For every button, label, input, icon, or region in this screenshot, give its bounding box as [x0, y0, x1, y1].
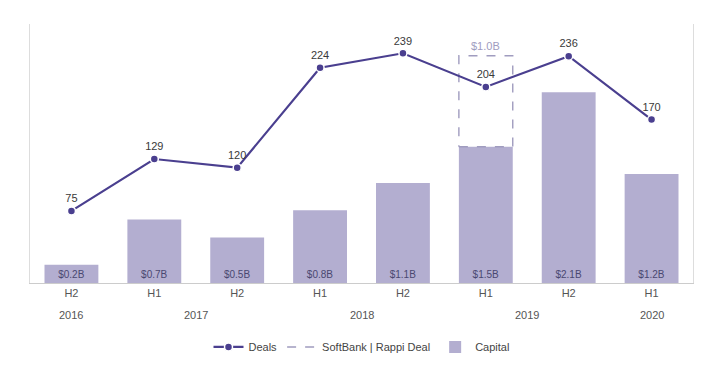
svg-text:$1.1B: $1.1B — [390, 269, 416, 280]
svg-text:Capital: Capital — [475, 341, 509, 353]
svg-text:H1: H1 — [645, 287, 659, 299]
svg-text:2020: 2020 — [640, 309, 664, 321]
svg-text:$1.0B: $1.0B — [471, 40, 500, 52]
svg-text:2016: 2016 — [59, 309, 83, 321]
svg-text:H1: H1 — [313, 287, 327, 299]
svg-text:Deals: Deals — [249, 341, 278, 353]
svg-text:$0.7B: $0.7B — [141, 269, 167, 280]
svg-text:239: 239 — [394, 35, 412, 47]
svg-text:H2: H2 — [396, 287, 410, 299]
svg-text:$0.5B: $0.5B — [224, 269, 250, 280]
svg-text:2017: 2017 — [184, 309, 208, 321]
svg-text:$1.5B: $1.5B — [473, 269, 499, 280]
svg-text:H2: H2 — [230, 287, 244, 299]
svg-text:170: 170 — [642, 101, 660, 113]
svg-text:H1: H1 — [479, 287, 493, 299]
svg-text:204: 204 — [477, 68, 495, 80]
svg-text:129: 129 — [145, 140, 163, 152]
svg-text:2019: 2019 — [515, 309, 539, 321]
svg-text:$0.2B: $0.2B — [58, 269, 84, 280]
svg-text:H1: H1 — [147, 287, 161, 299]
svg-text:2018: 2018 — [350, 309, 374, 321]
svg-text:SoftBank | Rappi Deal: SoftBank | Rappi Deal — [322, 341, 430, 353]
svg-text:H2: H2 — [562, 287, 576, 299]
svg-text:$2.1B: $2.1B — [555, 269, 581, 280]
svg-text:$0.8B: $0.8B — [307, 269, 333, 280]
svg-text:$1.2B: $1.2B — [638, 269, 664, 280]
svg-text:224: 224 — [311, 49, 329, 61]
svg-text:236: 236 — [560, 37, 578, 49]
svg-text:120: 120 — [228, 149, 246, 161]
svg-text:H2: H2 — [64, 287, 78, 299]
svg-text:75: 75 — [65, 192, 77, 204]
